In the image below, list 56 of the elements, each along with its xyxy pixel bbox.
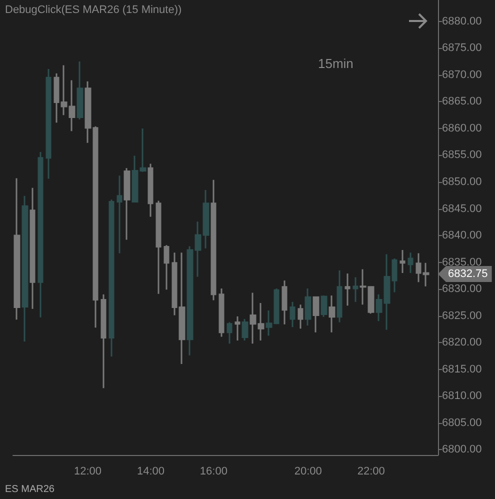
candlestick xyxy=(46,68,52,180)
y-tick-label: 6845.00 xyxy=(442,202,482,215)
candlestick xyxy=(400,249,406,274)
candlestick xyxy=(38,151,44,318)
candlestick xyxy=(282,280,288,326)
text: 6832.75 xyxy=(438,266,492,282)
candlestick xyxy=(210,179,216,302)
y-tick-label: 6800.00 xyxy=(442,444,482,456)
y-tick-label: 6875.00 xyxy=(442,42,482,54)
candlestick xyxy=(30,187,36,310)
y-tick-label: 6835.00 xyxy=(442,256,482,268)
candlestick xyxy=(320,294,328,318)
candlestick xyxy=(22,195,28,342)
candlestick xyxy=(344,272,350,306)
candlestick xyxy=(14,178,20,320)
candlestick xyxy=(336,270,342,323)
candlestick xyxy=(124,167,130,241)
candlestick xyxy=(234,316,240,342)
y-tick-label: 6815.00 xyxy=(442,363,482,376)
y-tick-label: 6825.00 xyxy=(442,310,482,322)
y-tick-label: 6810.00 xyxy=(442,390,482,402)
y-tick-label: 6820.00 xyxy=(442,336,482,349)
candlestick xyxy=(116,174,122,254)
x-tick-label: 14:00 xyxy=(136,466,164,478)
y-tick-label: 6830.00 xyxy=(442,283,482,296)
candlestick xyxy=(304,288,312,326)
candlestick xyxy=(76,60,84,120)
candlestick xyxy=(312,296,320,334)
y-tick-label: 6870.00 xyxy=(442,68,482,81)
x-tick-label: 22:00 xyxy=(357,466,385,478)
x-tick-label: 20:00 xyxy=(294,466,322,478)
candlestick xyxy=(290,301,296,328)
x-tick-label: 16:00 xyxy=(200,466,228,478)
y-tick-label: 6805.00 xyxy=(442,416,482,429)
candlestick xyxy=(408,252,414,274)
candlestick xyxy=(352,276,358,303)
candlestick xyxy=(298,304,304,330)
y-tick-label: 6865.00 xyxy=(442,96,482,108)
annotation: 15min xyxy=(318,56,354,71)
y-tick-label: 6850.00 xyxy=(442,176,482,188)
candlestick xyxy=(226,321,232,344)
candlestick xyxy=(218,288,224,338)
candlestick xyxy=(100,294,106,389)
candlestick xyxy=(328,294,336,334)
candlestick xyxy=(156,200,162,295)
candlestick xyxy=(148,163,154,218)
y-tick-label: 6880.00 xyxy=(442,15,482,28)
x-tick-label: 12:00 xyxy=(74,466,102,478)
y-tick-label: 6840.00 xyxy=(442,230,482,242)
y-tick-label: 6860.00 xyxy=(442,122,482,134)
text: ES MAR26 xyxy=(5,484,54,495)
candlestick xyxy=(108,198,114,358)
candlestick xyxy=(242,318,248,342)
chart-title: DebugClick(ES MAR26 (15 Minute)) xyxy=(5,4,182,16)
y-tick-label: 6855.00 xyxy=(442,149,482,162)
candlestick xyxy=(164,244,170,290)
